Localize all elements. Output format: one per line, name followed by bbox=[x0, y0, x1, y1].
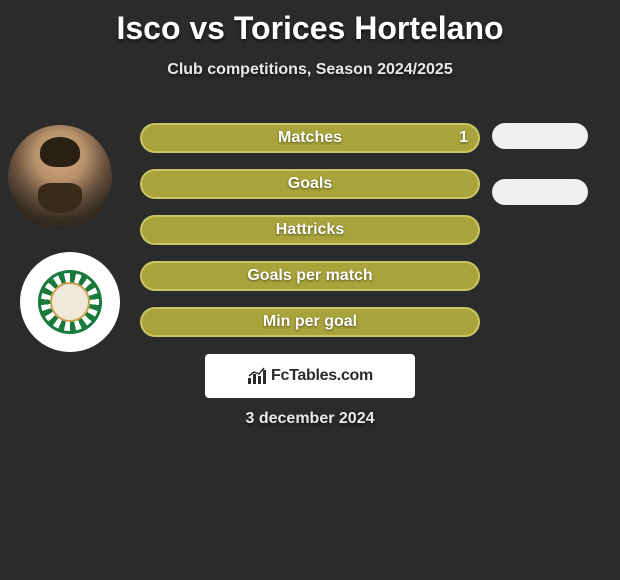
stat-bar: Matches 1 bbox=[140, 123, 480, 153]
page-title: Isco vs Torices Hortelano bbox=[0, 0, 620, 47]
club-avatar bbox=[20, 252, 120, 352]
stat-pill-right bbox=[492, 179, 588, 205]
stats-area: Matches 1 Goals Hattricks Goals per matc… bbox=[140, 123, 600, 353]
club-crest-icon bbox=[38, 270, 102, 334]
stat-row-hattricks: Hattricks bbox=[140, 215, 600, 245]
stat-label: Matches bbox=[278, 129, 342, 147]
stat-row-min-per-goal: Min per goal bbox=[140, 307, 600, 337]
stat-bar: Goals per match bbox=[140, 261, 480, 291]
stat-row-matches: Matches 1 bbox=[140, 123, 600, 153]
subtitle: Club competitions, Season 2024/2025 bbox=[0, 61, 620, 79]
stat-bar: Min per goal bbox=[140, 307, 480, 337]
stat-pill-right bbox=[492, 123, 588, 149]
stat-label: Goals per match bbox=[247, 267, 372, 285]
stat-row-goals-per-match: Goals per match bbox=[140, 261, 600, 291]
chart-icon bbox=[247, 367, 269, 385]
stat-label: Min per goal bbox=[263, 313, 357, 331]
branding-box[interactable]: FcTables.com bbox=[205, 354, 415, 398]
stat-value-left: 1 bbox=[459, 129, 468, 147]
date-text: 3 december 2024 bbox=[246, 410, 375, 428]
stat-bar: Hattricks bbox=[140, 215, 480, 245]
stat-label: Goals bbox=[288, 175, 332, 193]
branding-text: FcTables.com bbox=[271, 367, 373, 385]
player-avatar bbox=[8, 125, 112, 229]
stat-label: Hattricks bbox=[276, 221, 344, 239]
stat-bar: Goals bbox=[140, 169, 480, 199]
stat-row-goals: Goals bbox=[140, 169, 600, 199]
